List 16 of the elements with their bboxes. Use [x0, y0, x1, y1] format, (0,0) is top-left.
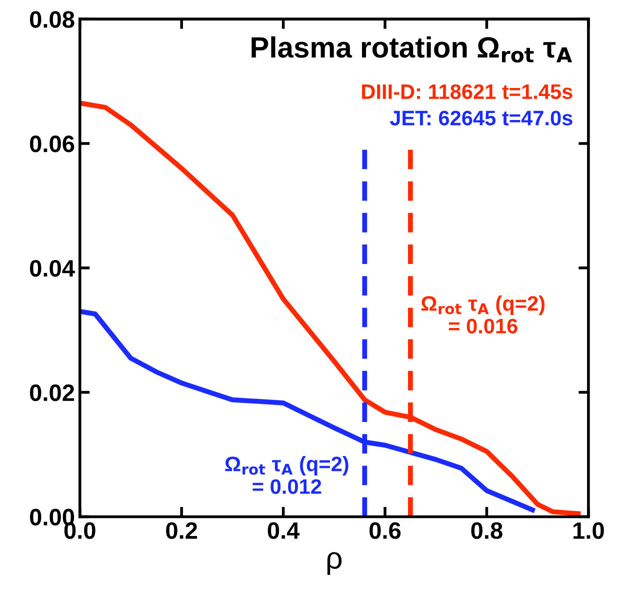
y-tick-label: 0.02 — [30, 384, 74, 402]
y-tick-label: 0.08 — [30, 11, 74, 28]
x-tick-label: 1.0 — [574, 522, 604, 539]
x-tick-label: 0.4 — [268, 522, 300, 539]
annotation: Ω$_{rot}$ τ$_{A}$ (q=2) = 0.012 — [225, 456, 348, 494]
text: DIII-D: 118621 t=1.45s — [362, 84, 572, 100]
annotation: Ω$_{rot}$ τ$_{A}$ (q=2) = 0.016 — [421, 296, 545, 334]
x-tick-label: 0.8 — [471, 522, 502, 539]
y-tick-label: 0.06 — [30, 136, 74, 152]
x-tick-label: 0.2 — [166, 522, 198, 539]
text: Plasma rotation Ω$_{rot}$ τ$_{A}$ — [252, 36, 572, 63]
y-tick-label: 0.04 — [30, 260, 75, 277]
x-axis-title: ρ — [327, 552, 342, 575]
text: JET: 62645 t=47.0s — [390, 110, 572, 126]
line-series — [80, 100, 581, 516]
x-tick-label: 0.6 — [370, 522, 401, 539]
